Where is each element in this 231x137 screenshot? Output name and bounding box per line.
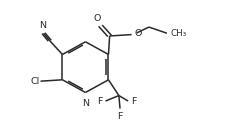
Text: CH₃: CH₃ bbox=[170, 29, 187, 38]
Text: N: N bbox=[82, 99, 89, 108]
Text: O: O bbox=[134, 29, 142, 38]
Text: O: O bbox=[93, 14, 101, 23]
Text: N: N bbox=[39, 21, 46, 30]
Text: Cl: Cl bbox=[30, 77, 39, 86]
Text: F: F bbox=[97, 97, 103, 105]
Text: F: F bbox=[117, 112, 123, 121]
Text: F: F bbox=[131, 97, 136, 105]
